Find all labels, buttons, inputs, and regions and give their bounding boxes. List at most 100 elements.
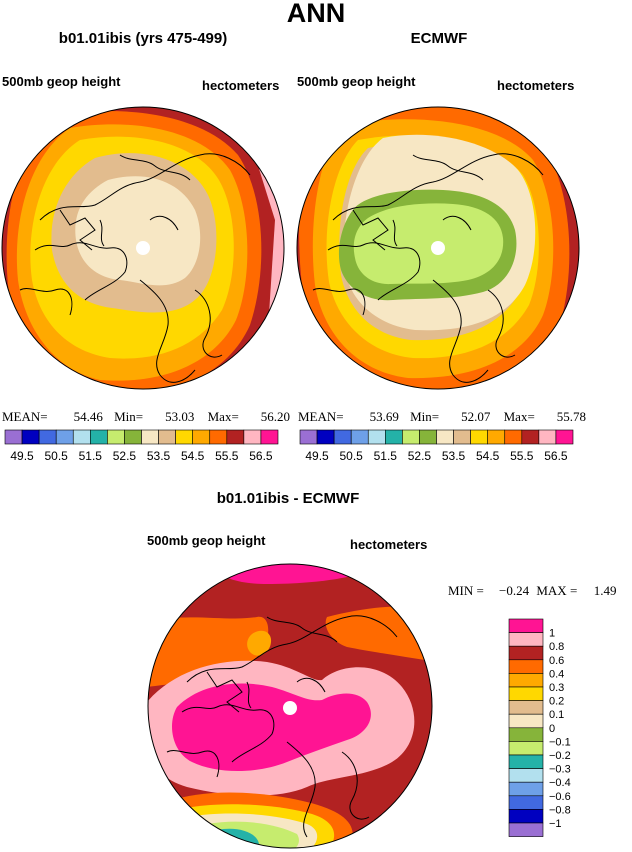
colorbar-swatch [350,429,369,445]
colorbar-tick-label: −1 [549,818,562,830]
min-label: Min= [114,409,144,424]
colorbar-tick-label: 55.5 [510,449,534,463]
colorbar-tick-label: 56.5 [249,449,273,463]
colorbar-tick-label: 53.5 [147,449,171,463]
panel2-stats: MEAN= 53.69 Min= 52.07 Max= 55.78 [298,409,586,425]
colorbar-tick-label: 1 [549,628,555,640]
colorbar-swatch [226,429,245,445]
colorbar-swatch [508,809,544,824]
colorbar-swatch [141,429,159,445]
max-label: Max= [503,409,535,424]
colorbar-tick-label: 53.5 [442,449,466,463]
panel1-units-label: hectometers [202,78,280,93]
colorbar-swatch [508,754,544,769]
colorbar-swatch [333,429,352,445]
colorbar-tick-label: 0.3 [549,682,564,694]
colorbar-tick-label: 56.5 [544,449,568,463]
colorbar-tick-label: −0.4 [549,777,571,789]
colorbar-swatch [55,429,74,445]
max-value: 1.49 [593,583,617,598]
colorbar-tick-label: −0.1 [549,736,571,748]
band-orange-red [148,616,269,687]
colorbar-swatch [402,429,420,445]
panel3-stats: MIN = −0.24 MAX = 1.49 [448,583,617,599]
colorbar-swatch [192,429,211,445]
colorbar-swatch [419,429,437,445]
panel3-colorbar: 10.8 0.60.4 0.3 0.20.1 0−0.1 −0.2 −0.3−0.4 −0.6… [508,618,571,837]
colorbar-swatch [453,429,471,445]
band-cream [75,176,201,286]
colorbar-swatch [504,429,523,445]
colorbar-swatch [367,429,386,445]
mean-label: MEAN= [298,409,344,424]
max-label: MAX = [536,583,578,598]
map-border [147,563,433,849]
panel1-stats: MEAN= 54.46 Min= 53.03 Max= 56.20 [2,409,290,425]
band-lightgreen [353,203,504,285]
panel2-colorbar: 49.5 50.5 51.5 52.5 53.5 54.5 55.5 56.5 [299,429,574,463]
min-label: Min= [410,409,440,424]
colorbar-tick-label: 52.5 [408,449,432,463]
colorbar-swatch [508,700,544,715]
colorbar-tick-label: 49.5 [10,449,34,463]
colorbar-tick-label: 0 [549,723,555,735]
colorbar-swatch [38,429,57,445]
max-value: 55.78 [556,409,587,424]
colorbar-swatch [521,429,540,445]
map-border [296,106,580,390]
colorbar-tick-label: 0.1 [549,709,564,721]
panel3-polar-map [147,563,433,849]
colorbar-swatch [385,429,403,445]
colorbar-swatch [508,645,544,661]
colorbar-swatch [175,429,193,445]
panel2-units-label: hectometers [497,78,575,93]
colorbar-swatch [299,429,318,445]
min-value: 53.03 [165,409,195,424]
colorbar-swatch [72,429,91,445]
colorbar-swatch [90,429,108,445]
colorbar-swatch [158,429,176,445]
colorbar-swatch [508,727,544,742]
colorbar-swatch [21,429,40,445]
colorbar-tick-label: 54.5 [476,449,500,463]
colorbar-swatch [508,618,544,633]
colorbar-swatch [107,429,125,445]
panel3-units-label: hectometers [350,537,428,552]
colorbar-swatch [508,822,544,837]
colorbar-swatch [508,632,544,647]
colorbar-tick-label: −0.6 [549,791,571,803]
panel3-field-label: 500mb geop height [147,533,266,548]
colorbar-swatch [508,781,544,797]
colorbar-tick-label: −0.2 [549,750,571,762]
pole-marker [283,701,297,715]
colorbar-swatch [124,429,142,445]
colorbar-swatch [508,686,544,701]
panel2-polar-map [296,106,580,390]
colorbar-swatch [538,429,557,445]
colorbar-swatch [487,429,506,445]
panel1-polar-map [1,106,285,390]
max-label: Max= [207,409,239,424]
colorbar-tick-label: 0.4 [549,668,564,680]
max-value: 56.20 [260,409,291,424]
band-orange-small [247,630,272,656]
colorbar-swatch [260,429,279,445]
colorbar-tick-label: 55.5 [215,449,239,463]
colorbar-tick-label: 50.5 [340,449,364,463]
coastlines [19,153,251,383]
colorbar-tick-label: 0.8 [549,641,564,653]
colorbar-tick-label: 54.5 [181,449,205,463]
coastlines [312,153,544,383]
coastlines [166,615,398,838]
colorbar-tick-label: 49.5 [305,449,329,463]
colorbar-swatch [243,429,262,445]
mean-value: 53.69 [369,409,399,424]
colorbar-swatch [4,429,23,445]
colorbar-swatch [508,795,544,810]
panel2-title: ECMWF [410,30,468,47]
min-value: −0.24 [499,583,530,598]
colorbar-swatch [508,741,544,756]
colorbar-swatch [209,429,228,445]
min-label: MIN = [448,583,484,598]
colorbar-tick-label: 0.6 [549,655,564,667]
